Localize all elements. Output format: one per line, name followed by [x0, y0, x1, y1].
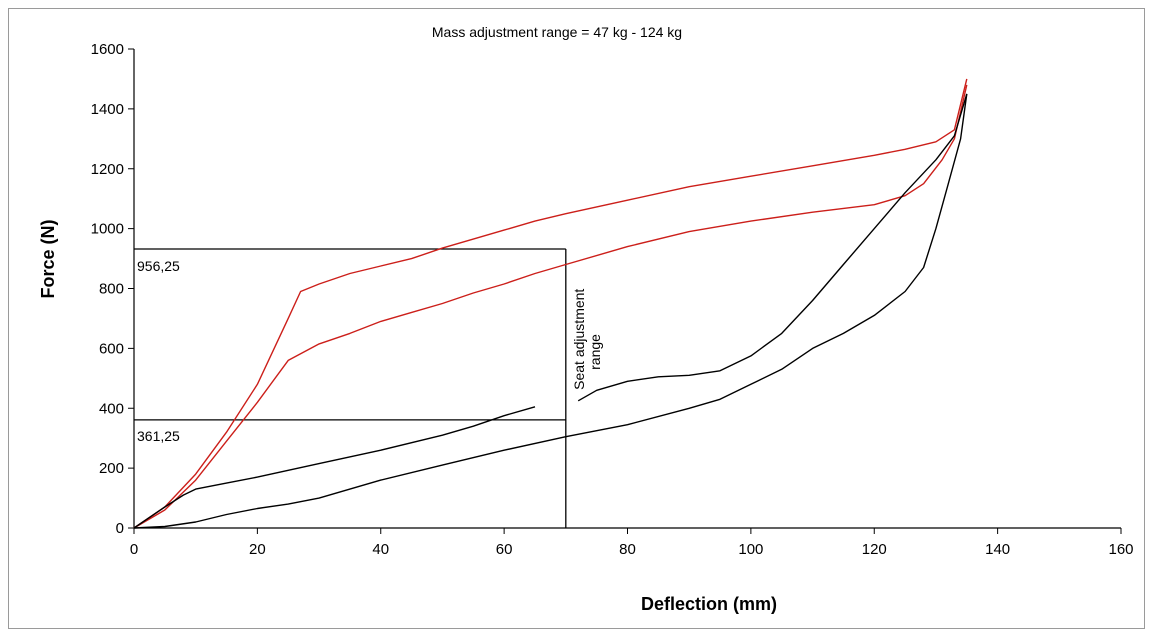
seat-adjustment-label: Seat adjustment — [571, 289, 587, 390]
y-tick-label: 400 — [99, 400, 124, 417]
y-axis-title: Force (N) — [38, 219, 58, 298]
seat-range-label: range — [587, 334, 603, 370]
y-tick-label: 1600 — [91, 41, 124, 58]
x-axis-title: Deflection (mm) — [641, 594, 777, 614]
x-tick-label: 100 — [738, 541, 763, 558]
y-tick-label: 1000 — [91, 221, 124, 238]
series-line-1 — [133, 78, 968, 529]
upper-value-label: 956,25 — [137, 258, 180, 274]
x-tick-label: 60 — [496, 541, 513, 558]
lower-value-label: 361,25 — [137, 428, 180, 444]
chart-frame: Mass adjustment range = 47 kg - 124 kg 0… — [8, 8, 1145, 629]
y-tick-label: 1200 — [91, 161, 124, 178]
series-line-3 — [133, 406, 536, 529]
series-layer — [133, 78, 968, 529]
x-tick-label: 160 — [1108, 541, 1133, 558]
x-tick-label: 120 — [862, 541, 887, 558]
series-line-4 — [577, 93, 968, 402]
y-tick-label: 1400 — [91, 101, 124, 118]
annotations: 956,25 361,25 Seat adjustment range — [137, 258, 603, 444]
x-tick-label: 140 — [985, 541, 1010, 558]
axes: 0 200 400 600 800 1000 1200 1400 1600 0 20 40 60 80 10… — [91, 41, 1134, 558]
x-tick-label: 80 — [619, 541, 636, 558]
x-tick-label: 0 — [130, 541, 138, 558]
series-line-2 — [133, 84, 968, 529]
y-tick-label: 200 — [99, 460, 124, 477]
x-tick-label: 20 — [249, 541, 266, 558]
x-tick-label: 40 — [372, 541, 389, 558]
seat-adjustment-box — [134, 248, 567, 528]
chart: Mass adjustment range = 47 kg - 124 kg 0… — [38, 24, 1134, 614]
chart-title: Mass adjustment range = 47 kg - 124 kg — [432, 24, 682, 40]
y-tick-label: 0 — [116, 520, 124, 537]
y-tick-label: 600 — [99, 340, 124, 357]
series-line-5 — [133, 93, 968, 529]
y-tick-label: 800 — [99, 281, 124, 298]
